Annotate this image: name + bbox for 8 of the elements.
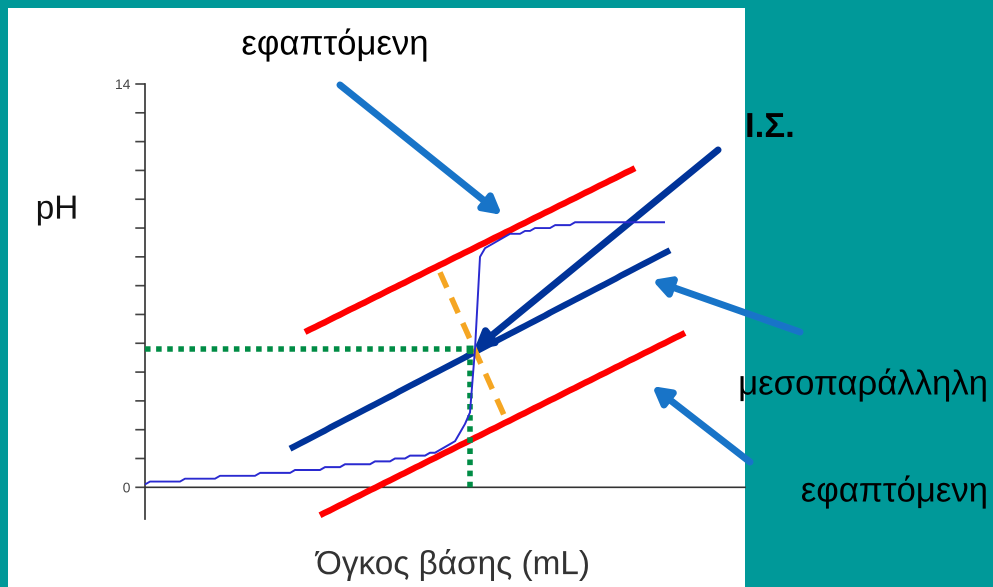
x-axis-title: Όγκος βάσης (mL) bbox=[314, 548, 588, 582]
y-axis-title: pH bbox=[38, 196, 76, 226]
y-tick-label: 14 bbox=[116, 79, 130, 90]
line-series bbox=[144, 221, 666, 486]
text: Ι.Σ. bbox=[747, 113, 792, 137]
text: εφαπτόμενη bbox=[242, 28, 426, 62]
text: εφαπτόμενη bbox=[802, 475, 986, 509]
y-tick-label: 0 bbox=[123, 482, 130, 492]
